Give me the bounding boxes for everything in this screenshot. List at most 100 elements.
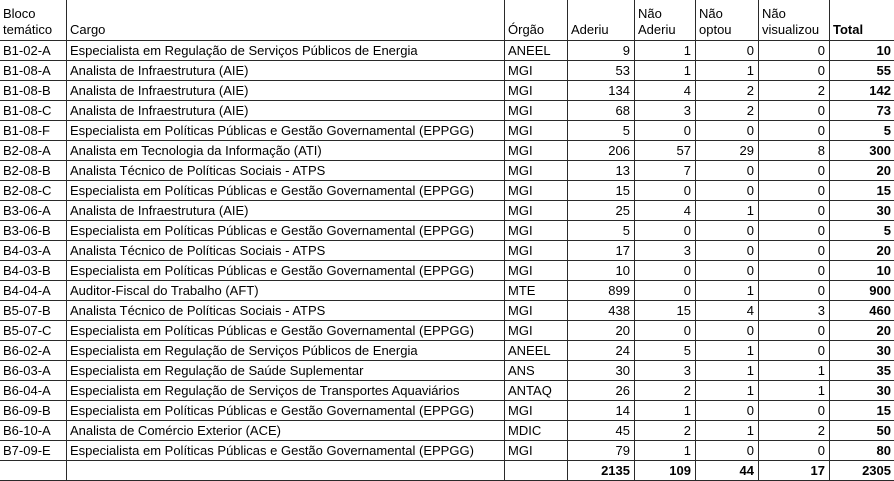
column-header-nao-aderiu[interactable]: Não Aderiu: [634, 0, 696, 41]
cell-cargo[interactable]: Especialista em Regulação de Serviços Pú…: [66, 40, 505, 61]
column-header-nao-visualizou[interactable]: Não visualizou: [758, 0, 830, 41]
cell-nao-optou[interactable]: 4: [695, 300, 759, 321]
cell-nao-optou[interactable]: 1: [695, 340, 759, 361]
cell-bloco[interactable]: B4-03-B: [0, 260, 67, 281]
cell-bloco[interactable]: B1-08-F: [0, 120, 67, 141]
cell-nao-aderiu[interactable]: 0: [634, 280, 696, 301]
cell-bloco[interactable]: B2-08-A: [0, 140, 67, 161]
cell-nao-optou[interactable]: 0: [695, 120, 759, 141]
cell-orgao[interactable]: MGI: [504, 220, 568, 241]
cell-orgao[interactable]: MGI: [504, 60, 568, 81]
cell-nao-visualizou[interactable]: 2: [758, 80, 830, 101]
cell-orgao[interactable]: [504, 460, 568, 481]
cell-nao-aderiu[interactable]: 3: [634, 100, 696, 121]
cell-nao-aderiu[interactable]: 109: [634, 460, 696, 481]
cell-total[interactable]: 15: [829, 180, 894, 201]
cell-orgao[interactable]: ANTAQ: [504, 380, 568, 401]
cell-bloco[interactable]: B4-04-A: [0, 280, 67, 301]
cell-nao-optou[interactable]: 1: [695, 60, 759, 81]
cell-total[interactable]: 35: [829, 360, 894, 381]
column-header-nao-optou[interactable]: Não optou: [695, 0, 759, 41]
cell-bloco[interactable]: B6-09-B: [0, 400, 67, 421]
cell-total[interactable]: 10: [829, 40, 894, 61]
cell-nao-optou[interactable]: 1: [695, 200, 759, 221]
cell-total[interactable]: 5: [829, 120, 894, 141]
cell-nao-aderiu[interactable]: 3: [634, 240, 696, 261]
cell-cargo[interactable]: Analista Técnico de Políticas Sociais - …: [66, 240, 505, 261]
cell-nao-visualizou[interactable]: 0: [758, 440, 830, 461]
cell-aderiu[interactable]: 26: [567, 380, 635, 401]
cell-total[interactable]: 73: [829, 100, 894, 121]
cell-nao-aderiu[interactable]: 4: [634, 200, 696, 221]
cell-total[interactable]: 80: [829, 440, 894, 461]
cell-nao-visualizou[interactable]: 0: [758, 40, 830, 61]
cell-aderiu[interactable]: 2135: [567, 460, 635, 481]
cell-nao-visualizou[interactable]: 0: [758, 120, 830, 141]
cell-cargo[interactable]: Especialista em Políticas Públicas e Ges…: [66, 440, 505, 461]
cell-nao-optou[interactable]: 2: [695, 100, 759, 121]
cell-nao-aderiu[interactable]: 0: [634, 260, 696, 281]
cell-nao-optou[interactable]: 1: [695, 280, 759, 301]
cell-orgao[interactable]: MTE: [504, 280, 568, 301]
cell-aderiu[interactable]: 79: [567, 440, 635, 461]
cell-nao-aderiu[interactable]: 2: [634, 420, 696, 441]
cell-aderiu[interactable]: 13: [567, 160, 635, 181]
cell-nao-visualizou[interactable]: 0: [758, 400, 830, 421]
cell-nao-visualizou[interactable]: 0: [758, 320, 830, 341]
cell-nao-optou[interactable]: 1: [695, 380, 759, 401]
cell-total[interactable]: 142: [829, 80, 894, 101]
cell-cargo[interactable]: Especialista em Políticas Públicas e Ges…: [66, 320, 505, 341]
cell-orgao[interactable]: MGI: [504, 180, 568, 201]
cell-nao-optou[interactable]: 0: [695, 40, 759, 61]
cell-aderiu[interactable]: 15: [567, 180, 635, 201]
cell-aderiu[interactable]: 5: [567, 120, 635, 141]
cell-total[interactable]: 20: [829, 320, 894, 341]
cell-total[interactable]: 30: [829, 340, 894, 361]
cell-nao-optou[interactable]: 1: [695, 420, 759, 441]
cell-nao-visualizou[interactable]: 0: [758, 280, 830, 301]
cell-cargo[interactable]: Analista em Tecnologia da Informação (AT…: [66, 140, 505, 161]
cell-nao-aderiu[interactable]: 1: [634, 400, 696, 421]
column-header-bloco-tematico[interactable]: Bloco temático: [0, 0, 67, 41]
cell-bloco[interactable]: B1-08-B: [0, 80, 67, 101]
cell-total[interactable]: 20: [829, 240, 894, 261]
cell-aderiu[interactable]: 9: [567, 40, 635, 61]
cell-total[interactable]: 55: [829, 60, 894, 81]
cell-orgao[interactable]: MGI: [504, 240, 568, 261]
cell-bloco[interactable]: B6-03-A: [0, 360, 67, 381]
cell-cargo[interactable]: Especialista em Políticas Públicas e Ges…: [66, 220, 505, 241]
cell-orgao[interactable]: MGI: [504, 300, 568, 321]
cell-nao-optou[interactable]: 0: [695, 260, 759, 281]
cell-nao-aderiu[interactable]: 3: [634, 360, 696, 381]
cell-nao-aderiu[interactable]: 1: [634, 440, 696, 461]
cell-nao-aderiu[interactable]: 2: [634, 380, 696, 401]
cell-aderiu[interactable]: 24: [567, 340, 635, 361]
cell-total[interactable]: 50: [829, 420, 894, 441]
cell-nao-visualizou[interactable]: 0: [758, 340, 830, 361]
cell-nao-optou[interactable]: 0: [695, 180, 759, 201]
cell-aderiu[interactable]: 438: [567, 300, 635, 321]
cell-aderiu[interactable]: 134: [567, 80, 635, 101]
column-header-aderiu[interactable]: Aderiu: [567, 0, 635, 41]
cell-aderiu[interactable]: 899: [567, 280, 635, 301]
cell-bloco[interactable]: B4-03-A: [0, 240, 67, 261]
cell-cargo[interactable]: Analista Técnico de Políticas Sociais - …: [66, 300, 505, 321]
cell-nao-visualizou[interactable]: 0: [758, 220, 830, 241]
cell-aderiu[interactable]: 5: [567, 220, 635, 241]
cell-cargo[interactable]: Analista de Comércio Exterior (ACE): [66, 420, 505, 441]
cell-aderiu[interactable]: 53: [567, 60, 635, 81]
cell-nao-visualizou[interactable]: 17: [758, 460, 830, 481]
cell-cargo[interactable]: Especialista em Regulação de Serviços Pú…: [66, 340, 505, 361]
cell-nao-aderiu[interactable]: 57: [634, 140, 696, 161]
cell-total[interactable]: 20: [829, 160, 894, 181]
cell-cargo[interactable]: Especialista em Regulação de Saúde Suple…: [66, 360, 505, 381]
cell-nao-optou[interactable]: 0: [695, 220, 759, 241]
cell-nao-visualizou[interactable]: 2: [758, 420, 830, 441]
cell-nao-aderiu[interactable]: 5: [634, 340, 696, 361]
cell-total[interactable]: 900: [829, 280, 894, 301]
cell-bloco[interactable]: B1-02-A: [0, 40, 67, 61]
cell-cargo[interactable]: Analista de Infraestrutura (AIE): [66, 80, 505, 101]
cell-orgao[interactable]: MGI: [504, 400, 568, 421]
cell-aderiu[interactable]: 14: [567, 400, 635, 421]
cell-cargo[interactable]: Analista de Infraestrutura (AIE): [66, 100, 505, 121]
